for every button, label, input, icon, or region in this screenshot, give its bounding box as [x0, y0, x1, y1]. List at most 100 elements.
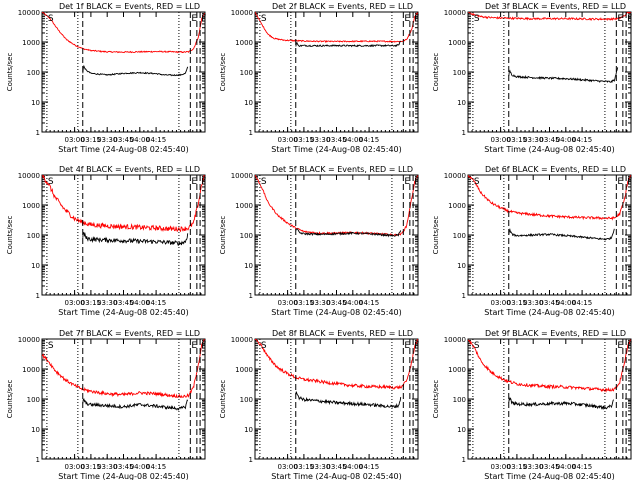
marker-label: E [617, 14, 623, 24]
series-group [42, 12, 205, 77]
chart-title: Det 5f BLACK = Events, RED = LLD [272, 165, 413, 174]
y-tick-label: 1000 [235, 202, 253, 210]
y-tick-label: 1 [36, 129, 40, 137]
y-tick-label: 100 [453, 69, 466, 77]
y-tick-label: 10 [244, 99, 253, 107]
x-tick-label: 03:15 [507, 463, 527, 471]
x-tick-label: 04:15 [572, 299, 592, 307]
series-line-events [82, 64, 189, 77]
x-tick-label: 03:45 [539, 299, 559, 307]
marker-label: F [414, 177, 419, 187]
y-tick-label: 100 [453, 396, 466, 404]
x-tick-label: 04:00 [130, 463, 150, 471]
y-tick-label: 1000 [448, 202, 466, 210]
x-tick-label: 03:15 [81, 299, 101, 307]
series-group [42, 175, 205, 246]
y-tick-label: 10000 [231, 336, 253, 344]
plot-frame [41, 174, 206, 296]
marker-label: S [261, 341, 267, 351]
y-tick-label: 10 [31, 426, 40, 434]
y-tick-label: 10000 [231, 9, 253, 17]
y-tick-label: 100 [27, 396, 40, 404]
series-line-lld [468, 175, 631, 221]
chart-panel-5: 1 10 100 1000 10000 03:0003:1503:3003:4504:00… [219, 165, 419, 317]
plot-frame [254, 11, 419, 133]
series-group [468, 175, 631, 241]
x-axis-label: Start Time (24-Aug-08 02:45:40) [271, 308, 402, 317]
x-tick-label: 03:45 [113, 463, 133, 471]
x-tick-label: 04:00 [343, 463, 363, 471]
x-tick-label: 03:45 [113, 299, 133, 307]
x-axis-label: Start Time (24-Aug-08 02:45:40) [58, 308, 189, 317]
series-line-lld [468, 339, 631, 393]
marker-label: E [617, 341, 623, 351]
x-tick-label: 04:00 [556, 463, 576, 471]
marker-label: F [627, 341, 632, 351]
x-axis-label: Start Time (24-Aug-08 02:45:40) [58, 145, 189, 154]
y-axis-label: Counts/sec [6, 53, 14, 92]
series-line-lld [42, 12, 205, 54]
series-line-lld [42, 175, 205, 233]
y-tick-label: 1000 [235, 39, 253, 47]
x-tick-label: 04:00 [343, 299, 363, 307]
series-line-lld [42, 339, 205, 399]
plot-frame [254, 338, 419, 460]
y-tick-label: 1 [249, 292, 253, 300]
y-tick-label: 1000 [22, 39, 40, 47]
series-group [255, 12, 418, 48]
marker-label: E [191, 14, 197, 24]
x-tick-label: 03:45 [326, 299, 346, 307]
y-tick-label: 1 [36, 456, 40, 464]
x-axis-label: Start Time (24-Aug-08 02:45:40) [271, 472, 402, 480]
y-axis-label: Counts/sec [219, 53, 227, 92]
x-tick-label: 03:30 [523, 463, 543, 471]
y-tick-label: 1 [36, 292, 40, 300]
y-tick-label: 1 [462, 292, 466, 300]
y-tick-label: 1000 [448, 39, 466, 47]
marker-label: F [627, 177, 632, 187]
marker-label: E [404, 14, 410, 24]
x-axis-label: Start Time (24-Aug-08 02:45:40) [271, 145, 402, 154]
chart-panel-6: 1 10 100 1000 10000 03:0003:1503:3003:4504:00… [432, 165, 632, 317]
x-tick-label: 04:15 [359, 463, 379, 471]
series-group [468, 12, 631, 84]
series-line-lld [255, 339, 418, 390]
x-tick-label: 03:00 [491, 136, 511, 144]
chart-panel-1: 1 10 100 1000 10000 03:0003:1503:3003:4504:00… [6, 2, 206, 154]
y-tick-label: 100 [453, 232, 466, 240]
marker-label: E [404, 341, 410, 351]
marker-label: F [414, 341, 419, 351]
y-tick-label: 10000 [444, 9, 466, 17]
chart-panel-2: 1 10 100 1000 10000 03:0003:1503:3003:4504:00… [219, 2, 419, 154]
series-line-lld [255, 175, 418, 237]
marker-label: F [201, 341, 206, 351]
x-tick-label: 03:45 [326, 136, 346, 144]
x-tick-label: 04:15 [572, 463, 592, 471]
y-tick-label: 10 [457, 426, 466, 434]
y-tick-label: 10 [244, 426, 253, 434]
series-line-events [295, 40, 401, 48]
marker-label: E [617, 177, 623, 187]
series-line-events [508, 396, 615, 411]
y-tick-label: 10000 [444, 172, 466, 180]
y-tick-label: 10 [457, 99, 466, 107]
y-axis-label: Counts/sec [432, 216, 440, 255]
x-axis-label: Start Time (24-Aug-08 02:45:40) [484, 472, 615, 480]
y-tick-label: 10 [31, 99, 40, 107]
series-line-events [295, 227, 402, 238]
y-axis-label: Counts/sec [219, 380, 227, 419]
y-tick-label: 10 [31, 262, 40, 270]
x-tick-label: 04:00 [130, 299, 150, 307]
x-axis-label: Start Time (24-Aug-08 02:45:40) [484, 308, 615, 317]
x-tick-label: 04:15 [572, 136, 592, 144]
chart-panel-3: 1 10 100 1000 10000 03:0003:1503:3003:4504:00… [432, 2, 632, 154]
x-tick-label: 04:00 [556, 299, 576, 307]
marker-label: E [191, 341, 197, 351]
y-axis-label: Counts/sec [6, 380, 14, 419]
marker-label: F [627, 14, 632, 24]
series-line-events [82, 231, 189, 246]
x-tick-label: 03:00 [491, 299, 511, 307]
y-tick-label: 100 [240, 69, 253, 77]
x-tick-label: 03:15 [294, 463, 314, 471]
chart-title: Det 1f BLACK = Events, RED = LLD [59, 2, 200, 11]
